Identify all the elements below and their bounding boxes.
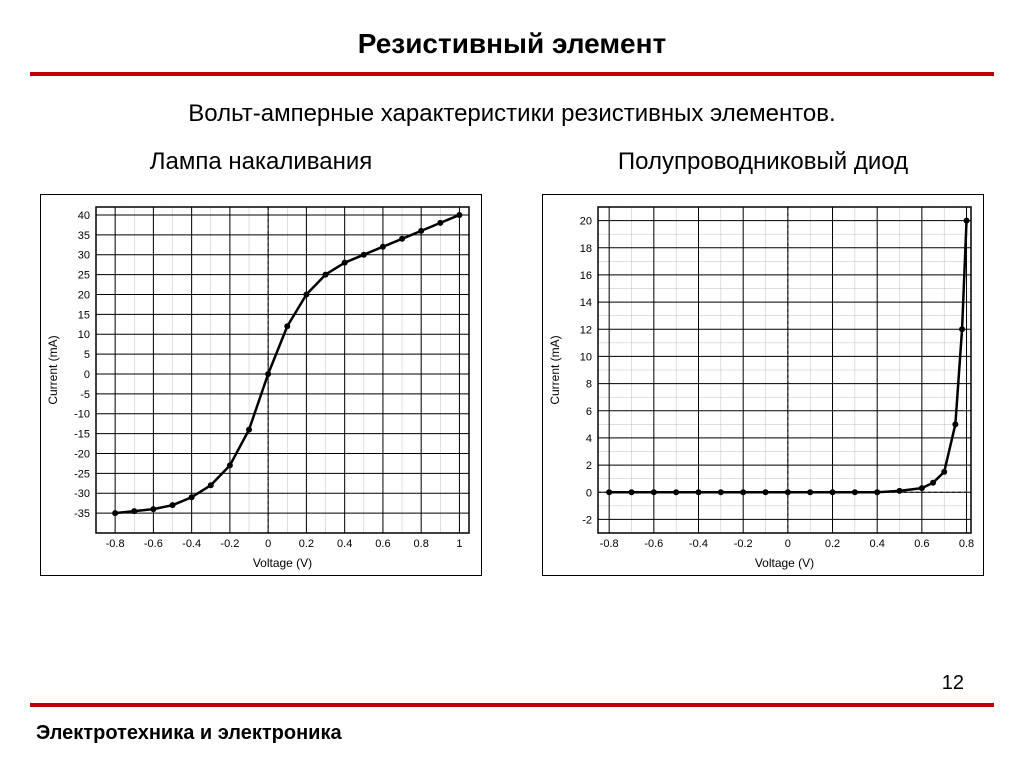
svg-text:-0.2: -0.2 [220,538,239,550]
svg-text:0.6: 0.6 [914,538,929,550]
svg-text:25: 25 [78,270,90,282]
svg-text:-0.4: -0.4 [689,538,708,550]
svg-text:35: 35 [78,230,90,242]
chart-left-col: Лампа накаливания -0.8 -0.6 -0.4 -0.2 0 0.2 0.… [40,138,482,576]
svg-text:10: 10 [78,329,90,341]
svg-text:-0.6: -0.6 [644,538,663,550]
chart-right-box: -0.8 -0.6 -0.4 -0.2 0 0.2 0.4 0.6 0.8 -2 0 2 4 6 8 10 12… [542,194,984,576]
svg-text:0.2: 0.2 [299,538,314,550]
chart-right-col: Полупроводниковый диод -0.8 -0.6 -0.4 -0.2 0… [542,138,984,576]
svg-text:0.4: 0.4 [870,538,885,550]
page-subtitle: Вольт-амперные характеристики резистивны… [0,76,1024,138]
svg-text:2: 2 [586,460,592,472]
svg-text:4: 4 [586,433,592,445]
svg-text:16: 16 [580,270,592,282]
svg-text:0.8: 0.8 [959,538,974,550]
svg-text:0.4: 0.4 [337,538,352,550]
svg-text:0.8: 0.8 [414,538,429,550]
svg-text:10: 10 [580,351,592,363]
chart-right-title: Полупроводниковый диод [618,138,908,194]
svg-text:5: 5 [84,349,90,361]
svg-text:0: 0 [586,487,592,499]
svg-text:-5: -5 [80,389,90,401]
charts-row: Лампа накаливания -0.8 -0.6 -0.4 -0.2 0 0.2 0.… [0,138,1024,576]
svg-text:-10: -10 [74,409,90,421]
svg-text:-0.8: -0.8 [600,538,619,550]
svg-text:20: 20 [78,289,90,301]
svg-text:8: 8 [586,379,592,391]
svg-text:-0.6: -0.6 [144,538,163,550]
svg-text:6: 6 [586,406,592,418]
svg-text:Voltage (V): Voltage (V) [755,556,814,570]
svg-text:0: 0 [265,538,271,550]
chart-left-box: -0.8 -0.6 -0.4 -0.2 0 0.2 0.4 0.6 0.8 1 -35 -30 -25 -… [40,194,482,576]
svg-text:Current (mA): Current (mA) [548,335,562,404]
chart-left-title: Лампа накаливания [150,138,372,194]
svg-text:20: 20 [580,216,592,228]
svg-text:12: 12 [580,324,592,336]
chart-right-svg: -0.8 -0.6 -0.4 -0.2 0 0.2 0.4 0.6 0.8 -2 0 2 4 6 8 10 12… [543,195,983,575]
svg-text:0: 0 [785,538,791,550]
svg-text:30: 30 [78,250,90,262]
svg-text:0.2: 0.2 [825,538,840,550]
svg-text:-30: -30 [74,488,90,500]
svg-text:-2: -2 [582,514,592,526]
svg-text:14: 14 [580,297,592,309]
svg-text:-25: -25 [74,468,90,480]
chart-left-svg: -0.8 -0.6 -0.4 -0.2 0 0.2 0.4 0.6 0.8 1 -35 -30 -25 -… [41,195,481,575]
svg-text:Current (mA): Current (mA) [46,335,60,404]
svg-text:0.6: 0.6 [375,538,390,550]
svg-text:-20: -20 [74,448,90,460]
svg-text:18: 18 [580,243,592,255]
svg-text:-15: -15 [74,429,90,441]
footer-text: Электротехника и электроника [36,722,342,745]
svg-text:-0.4: -0.4 [182,538,201,550]
svg-text:15: 15 [78,309,90,321]
svg-text:-35: -35 [74,508,90,520]
page-title: Резистивный элемент [0,0,1024,72]
bottom-rule [30,703,994,707]
svg-text:0: 0 [84,369,90,381]
svg-text:-0.8: -0.8 [106,538,125,550]
page-number: 12 [942,672,964,695]
svg-text:40: 40 [78,210,90,222]
svg-text:Voltage (V): Voltage (V) [253,556,312,570]
svg-text:1: 1 [456,538,462,550]
svg-text:-0.2: -0.2 [734,538,753,550]
